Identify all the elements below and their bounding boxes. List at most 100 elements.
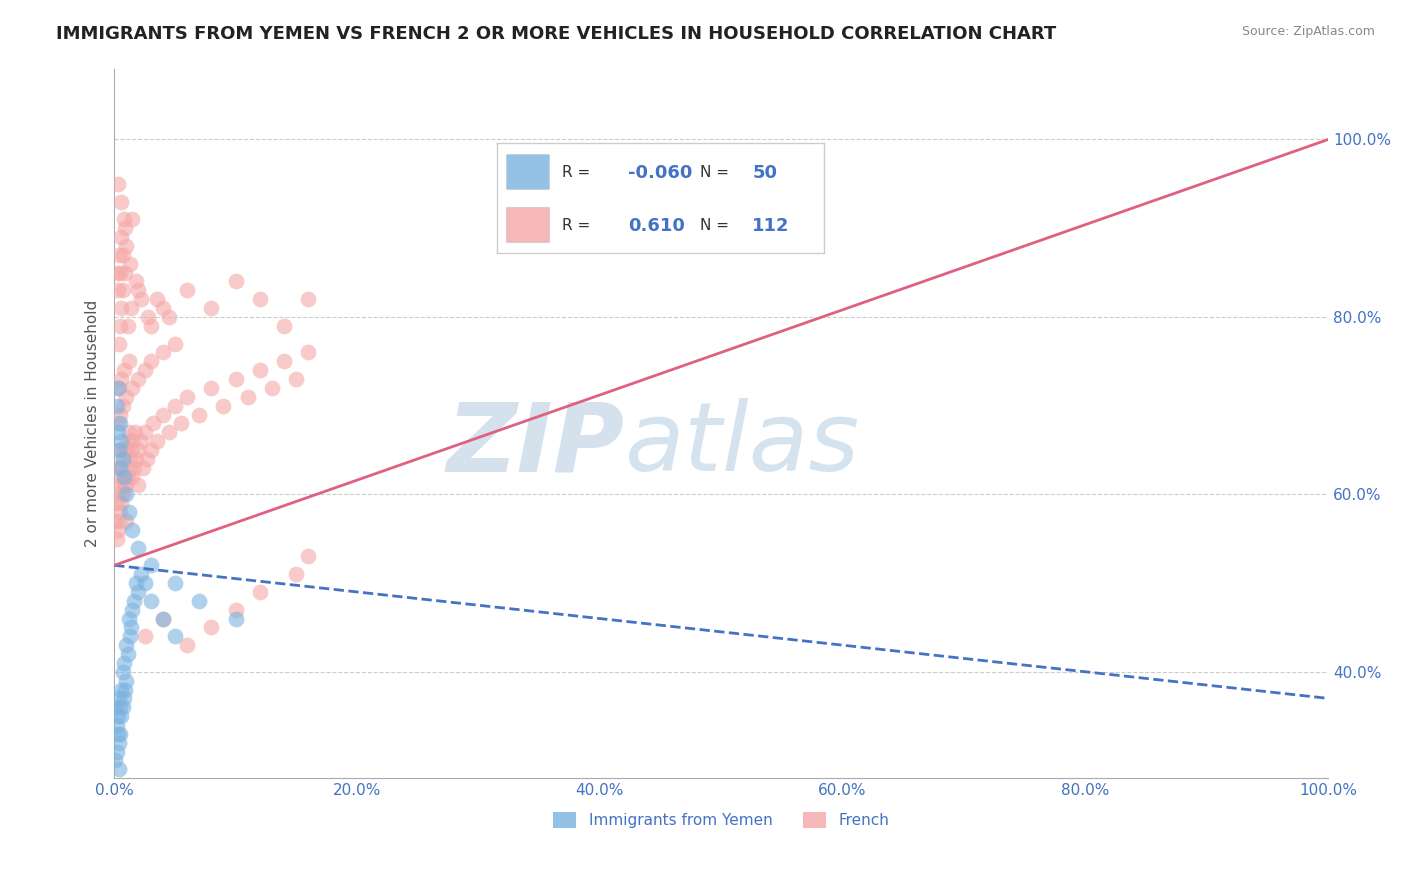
Point [200,620,222,634]
Point [110,700,132,714]
Point [110,194,132,209]
Legend: Immigrants from Yemen, French: Immigrants from Yemen, French [547,806,896,834]
Point [108,763,131,777]
Point [105,745,128,759]
Point [112,691,135,706]
Point [111,399,134,413]
Point [139,354,162,368]
Point [110,460,132,475]
Point [132,460,155,475]
Point [188,594,211,608]
Point [122,460,145,475]
Point [115,514,138,528]
Point [105,718,128,732]
Point [285,372,308,386]
Text: Source: ZipAtlas.com: Source: ZipAtlas.com [1241,25,1375,38]
Text: atlas: atlas [624,398,859,491]
Point [121,469,143,483]
Point [110,434,132,449]
Point [176,390,198,404]
Point [111,451,134,466]
Point [110,682,132,697]
Point [122,594,145,608]
Point [114,221,136,235]
Point [108,691,131,706]
Point [118,629,141,643]
Point [107,417,129,431]
Point [115,487,138,501]
Point [129,567,152,582]
Point [157,425,180,440]
Point [139,442,162,457]
Point [127,283,149,297]
Point [152,611,174,625]
Point [124,425,146,440]
Point [121,212,143,227]
Point [225,602,247,616]
Point [107,425,129,440]
Point [145,292,167,306]
Point [297,549,319,564]
Point [136,451,159,466]
Point [125,576,148,591]
Point [152,408,174,422]
Point [120,301,142,315]
Point [125,451,148,466]
Point [134,576,156,591]
Point [110,442,132,457]
Y-axis label: 2 or more Vehicles in Household: 2 or more Vehicles in Household [86,300,100,547]
Point [110,408,132,422]
Point [134,425,156,440]
Point [110,318,132,333]
Point [110,505,132,519]
Point [114,682,136,697]
Point [108,736,131,750]
Point [107,487,129,501]
Point [225,611,247,625]
Point [249,363,271,377]
Point [115,638,138,652]
Point [108,514,131,528]
Point [115,390,138,404]
Point [129,292,152,306]
Point [118,451,141,466]
Point [176,638,198,652]
Text: IMMIGRANTS FROM YEMEN VS FRENCH 2 OR MORE VEHICLES IN HOUSEHOLD CORRELATION CHAR: IMMIGRANTS FROM YEMEN VS FRENCH 2 OR MOR… [56,25,1056,43]
Point [200,301,222,315]
Point [110,469,132,483]
Point [111,700,134,714]
Point [111,248,134,262]
Point [127,585,149,599]
Point [134,629,156,643]
Point [121,381,143,395]
Point [117,318,139,333]
Point [273,318,295,333]
Point [110,496,132,510]
Point [127,372,149,386]
Point [152,345,174,359]
Point [117,647,139,661]
Point [107,381,129,395]
Point [118,354,141,368]
Point [110,301,132,315]
Point [139,318,162,333]
Point [118,611,141,625]
Point [107,727,129,741]
Point [110,727,132,741]
Point [107,177,129,191]
Point [112,442,135,457]
Point [115,442,138,457]
Point [107,283,129,297]
Point [105,266,128,280]
Point [163,399,186,413]
Point [200,381,222,395]
Point [225,372,247,386]
Point [249,292,271,306]
Point [115,673,138,688]
Point [157,310,180,324]
Point [108,442,131,457]
Point [110,266,132,280]
Point [108,478,131,492]
Point [127,478,149,492]
Point [121,523,143,537]
